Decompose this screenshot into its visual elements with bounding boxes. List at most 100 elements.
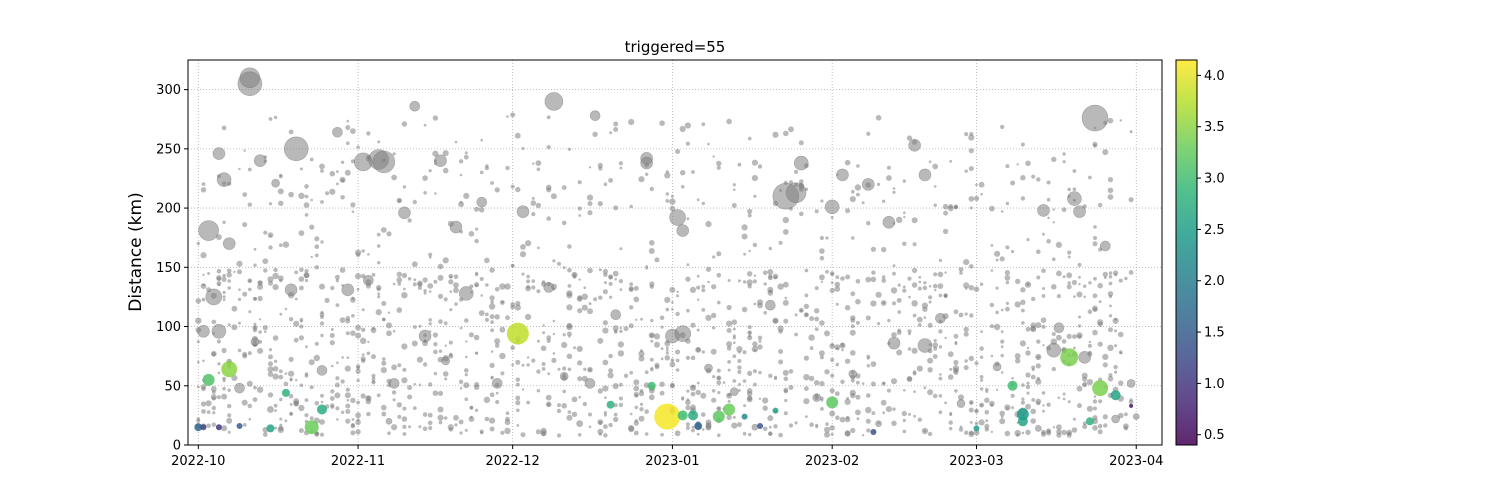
background-point <box>1107 291 1114 297</box>
background-point <box>851 236 855 240</box>
background-point <box>712 255 716 259</box>
background-point <box>256 386 264 393</box>
background-point <box>582 401 587 407</box>
background-point <box>1020 287 1026 293</box>
background-point <box>1092 293 1098 299</box>
background-point <box>716 160 722 167</box>
background-point <box>298 276 305 282</box>
background-point <box>903 215 906 219</box>
triggered-point <box>304 420 319 435</box>
background-point <box>412 406 417 410</box>
background-point <box>746 279 753 286</box>
background-point <box>464 428 468 432</box>
background-point <box>397 282 402 286</box>
background-point <box>226 417 233 424</box>
background-point <box>1102 362 1108 368</box>
background-point <box>959 271 963 275</box>
background-point <box>727 360 731 364</box>
background-point <box>587 201 593 207</box>
background-point <box>1031 368 1035 372</box>
background-point <box>614 278 617 281</box>
background-point <box>969 400 974 405</box>
background-point <box>556 261 562 266</box>
colorbar-tick-label: 4.0 <box>1204 69 1225 84</box>
background-point <box>475 227 479 231</box>
background-point <box>577 206 582 211</box>
background-point <box>850 324 855 329</box>
background-point <box>634 405 639 410</box>
background-point <box>500 300 504 304</box>
triggered-point <box>677 410 688 421</box>
background-point <box>494 338 501 345</box>
background-point <box>1011 249 1015 254</box>
background-point <box>376 393 381 398</box>
background-point <box>1092 399 1098 404</box>
background-point <box>294 297 298 301</box>
background-point <box>1026 381 1030 385</box>
chart-title: triggered=55 <box>625 38 726 56</box>
background-point <box>202 283 205 287</box>
background-point <box>562 389 566 394</box>
background-point <box>738 350 741 354</box>
background-point <box>237 269 242 275</box>
background-point <box>820 407 824 411</box>
colorbar: 0.51.01.52.02.53.03.54.0 <box>1175 59 1225 446</box>
background-point <box>1015 358 1021 364</box>
background-point <box>689 384 697 391</box>
background-point <box>861 201 865 205</box>
background-point <box>695 389 701 396</box>
background-point <box>485 283 489 287</box>
background-point <box>763 311 767 315</box>
background-point <box>1030 374 1036 380</box>
background-point <box>722 381 726 384</box>
background-point <box>1041 324 1046 329</box>
background-point <box>603 272 608 277</box>
background-point <box>443 416 448 420</box>
background-point <box>752 369 757 374</box>
background-point <box>367 340 370 344</box>
background-point <box>897 283 901 287</box>
colorbar-tick-label: 3.5 <box>1204 120 1225 135</box>
background-point <box>1093 406 1097 411</box>
background-point <box>309 416 314 421</box>
background-point <box>468 332 474 338</box>
background-point <box>432 332 438 338</box>
background-point <box>396 277 403 283</box>
untriggered-point <box>812 393 822 402</box>
background-point <box>834 286 841 292</box>
background-point <box>516 424 520 427</box>
background-point <box>413 278 417 282</box>
background-point <box>854 184 862 191</box>
background-point <box>480 294 484 297</box>
background-point <box>758 339 762 343</box>
background-point <box>732 415 736 419</box>
y-tick-label: 100 <box>156 320 181 335</box>
background-point <box>886 165 891 170</box>
background-point <box>510 184 515 189</box>
background-point <box>1092 235 1098 241</box>
background-point <box>299 383 304 388</box>
background-point <box>1042 287 1045 290</box>
background-point <box>660 347 664 350</box>
background-point <box>423 289 427 293</box>
background-point <box>267 392 274 398</box>
background-point <box>912 313 917 318</box>
background-point <box>670 358 675 363</box>
background-point <box>444 377 448 381</box>
background-point <box>985 390 989 394</box>
background-point <box>351 314 355 318</box>
background-point <box>263 268 268 273</box>
background-point <box>964 287 968 290</box>
background-point <box>438 319 443 324</box>
background-point <box>382 317 386 321</box>
background-point <box>778 432 783 438</box>
background-point <box>227 388 231 392</box>
background-point <box>768 432 773 436</box>
background-point <box>712 375 716 379</box>
background-point <box>346 399 350 402</box>
background-point <box>891 420 897 426</box>
background-point <box>747 213 752 218</box>
background-point <box>258 318 262 321</box>
background-point <box>428 425 433 431</box>
background-point <box>1114 370 1118 374</box>
